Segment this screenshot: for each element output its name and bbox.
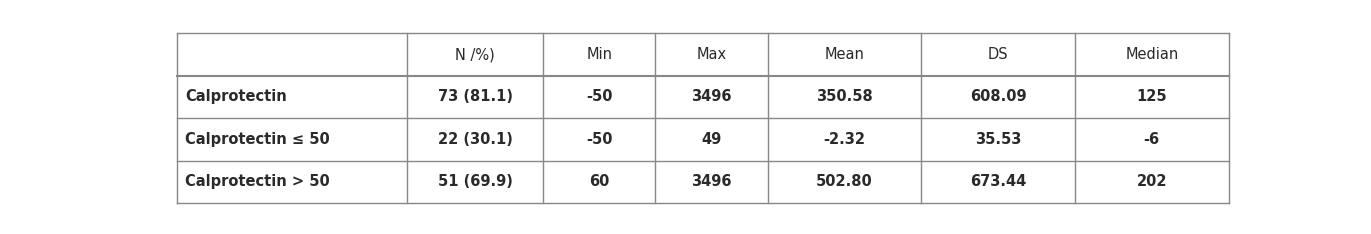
Text: Calprotectin > 50: Calprotectin > 50 (185, 174, 330, 189)
Text: 125: 125 (1137, 89, 1167, 105)
Text: 673.44: 673.44 (971, 174, 1027, 189)
Text: -2.32: -2.32 (824, 132, 865, 147)
Text: 3496: 3496 (691, 174, 732, 189)
Text: -50: -50 (585, 89, 613, 105)
Text: 49: 49 (702, 132, 721, 147)
Text: Median: Median (1126, 47, 1179, 62)
Text: 60: 60 (590, 174, 609, 189)
Text: 51 (69.9): 51 (69.9) (437, 174, 513, 189)
Text: Min: Min (587, 47, 613, 62)
Text: 35.53: 35.53 (975, 132, 1021, 147)
Text: 22 (30.1): 22 (30.1) (437, 132, 513, 147)
Text: 502.80: 502.80 (816, 174, 873, 189)
Text: -6: -6 (1143, 132, 1160, 147)
Text: Max: Max (696, 47, 727, 62)
Text: 350.58: 350.58 (816, 89, 873, 105)
Text: 73 (81.1): 73 (81.1) (437, 89, 513, 105)
Text: -50: -50 (585, 132, 613, 147)
Text: N /%): N /%) (455, 47, 495, 62)
Text: Mean: Mean (824, 47, 864, 62)
Text: 202: 202 (1137, 174, 1167, 189)
Text: 608.09: 608.09 (969, 89, 1027, 105)
Text: Calprotectin ≤ 50: Calprotectin ≤ 50 (185, 132, 330, 147)
Text: 3496: 3496 (691, 89, 732, 105)
Text: DS: DS (987, 47, 1009, 62)
Text: Calprotectin: Calprotectin (185, 89, 287, 105)
